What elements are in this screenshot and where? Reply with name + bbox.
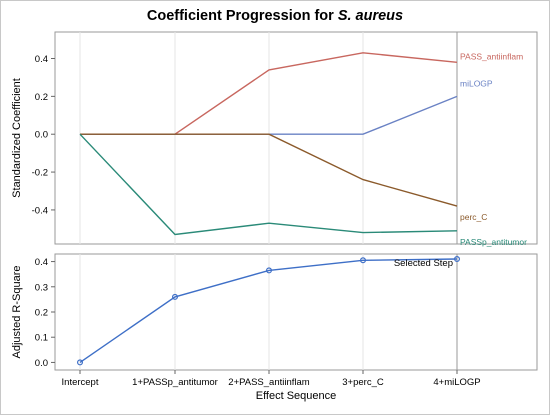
r-square-point: [360, 257, 367, 264]
chart-title: Coefficient Progression for S. aureus: [146, 8, 404, 24]
xtick-label: 2+PASS_antiinflam: [228, 377, 309, 388]
selected-step-label: Selected Step: [394, 258, 453, 269]
x-axis-label: Effect Sequence: [256, 390, 337, 402]
r-square-point: [76, 359, 83, 366]
bottom-ytick-label: 0.1: [35, 333, 48, 344]
top-ylabel: Standardized Coefficient: [11, 78, 23, 198]
top-ytick-label: 0.0: [35, 130, 48, 141]
top-panel-frame: [54, 31, 538, 245]
bottom-ytick-label: 0.0: [35, 358, 48, 369]
r-square-line: [79, 258, 458, 363]
xtick-label: 3+perc_C: [342, 377, 384, 388]
r-square-point: [172, 293, 179, 300]
series-label-pass-antiinflam: PASS_antiinflam: [460, 51, 523, 61]
bottom-panel-frame: [54, 253, 538, 371]
series-label-passp-antitumor: PASSp_antitumor: [460, 237, 527, 247]
xtick-label: Intercept: [62, 377, 99, 388]
top-ytick-label: -0.4: [32, 205, 48, 216]
bottom-ytick-label: 0.2: [35, 308, 48, 319]
xtick-label: 4+miLOGP: [433, 377, 480, 388]
series-line-passp-antitumor: [79, 133, 458, 236]
series-label-milogp: miLOGP: [460, 78, 493, 88]
top-ytick-label: 0.4: [35, 54, 48, 65]
bottom-ytick-label: 0.4: [35, 257, 48, 268]
r-square-point: [266, 267, 273, 274]
top-ytick-label: -0.2: [32, 168, 48, 179]
top-ytick-label: 0.2: [35, 92, 48, 103]
xtick-label: 1+PASSp_antitumor: [132, 377, 218, 388]
bottom-ytick-label: 0.3: [35, 282, 48, 293]
series-line-perc-c: [80, 133, 458, 207]
bottom-ylabel: Adjusted R-Square: [11, 266, 23, 359]
r-square-point: [454, 256, 461, 263]
series-label-perc-c: perc_C: [460, 212, 487, 222]
